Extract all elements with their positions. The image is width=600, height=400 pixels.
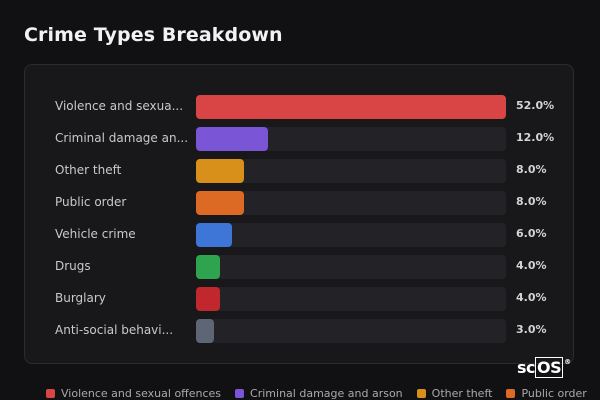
bar-row: Violence and sexua... 52.0% [25, 95, 573, 119]
bar-track [196, 287, 506, 311]
bar-row: Anti-social behavi... 3.0% [25, 319, 573, 343]
bar [196, 255, 220, 279]
legend-label: Other theft [431, 386, 493, 400]
bar-category-label: Public order [55, 195, 127, 209]
bar-track [196, 319, 506, 343]
bar-category-label: Vehicle crime [55, 227, 136, 241]
bar [196, 223, 232, 247]
bar-category-label: Drugs [55, 259, 91, 273]
legend-label: Violence and sexual offences [61, 386, 222, 400]
legend-swatch [416, 388, 426, 398]
legend-label: Criminal damage and arson [250, 386, 403, 400]
legend-swatch [506, 388, 516, 398]
legend-label: Public order [521, 386, 587, 400]
bar-value-label: 4.0% [516, 291, 547, 304]
bar [196, 287, 220, 311]
bar-value-label: 3.0% [516, 323, 547, 336]
bar-value-label: 6.0% [516, 227, 547, 240]
bar-row: Vehicle crime 6.0% [25, 223, 573, 247]
bar-value-label: 4.0% [516, 259, 547, 272]
bar-track [196, 159, 506, 183]
registered-mark: ® [564, 358, 571, 366]
bar-track [196, 191, 506, 215]
bar [196, 95, 506, 119]
bar-category-label: Criminal damage an... [55, 131, 189, 145]
chart-card: Violence and sexua... 52.0% Criminal damag… [24, 64, 574, 364]
legend-item: Criminal damage and arson [235, 386, 403, 400]
bar-value-label: 12.0% [516, 131, 555, 144]
chart-title: Crime Types Breakdown [24, 24, 283, 46]
bar-track [196, 95, 506, 119]
brand-logo: sc OS ® [517, 357, 571, 378]
bar-value-label: 8.0% [516, 163, 547, 176]
bar-row: Public order 8.0% [25, 191, 573, 215]
bar-category-label: Burglary [55, 291, 106, 305]
bar-row: Criminal damage an... 12.0% [25, 127, 573, 151]
bar-track [196, 127, 506, 151]
bar-value-label: 8.0% [516, 195, 547, 208]
chart-legend: Violence and sexual offences Criminal dam… [46, 386, 587, 400]
bar-category-label: Anti-social behavi... [55, 323, 174, 337]
logo-prefix: sc [517, 358, 536, 377]
legend-item: Public order [506, 386, 587, 400]
logo-boxed: OS [535, 357, 564, 378]
bar-row: Burglary 4.0% [25, 287, 573, 311]
bar [196, 127, 268, 151]
bar-category-label: Violence and sexua... [55, 99, 184, 113]
bar-value-label: 52.0% [516, 99, 555, 112]
bar-row: Other theft 8.0% [25, 159, 573, 183]
bar [196, 191, 244, 215]
bar [196, 319, 214, 343]
legend-swatch [235, 388, 245, 398]
bar-track [196, 223, 506, 247]
bar-track [196, 255, 506, 279]
legend-item: Violence and sexual offences [46, 386, 221, 400]
bar-row: Drugs 4.0% [25, 255, 573, 279]
bar [196, 159, 244, 183]
legend-item: Other theft [416, 386, 493, 400]
bar-category-label: Other theft [55, 163, 122, 177]
legend-swatch [46, 388, 55, 398]
